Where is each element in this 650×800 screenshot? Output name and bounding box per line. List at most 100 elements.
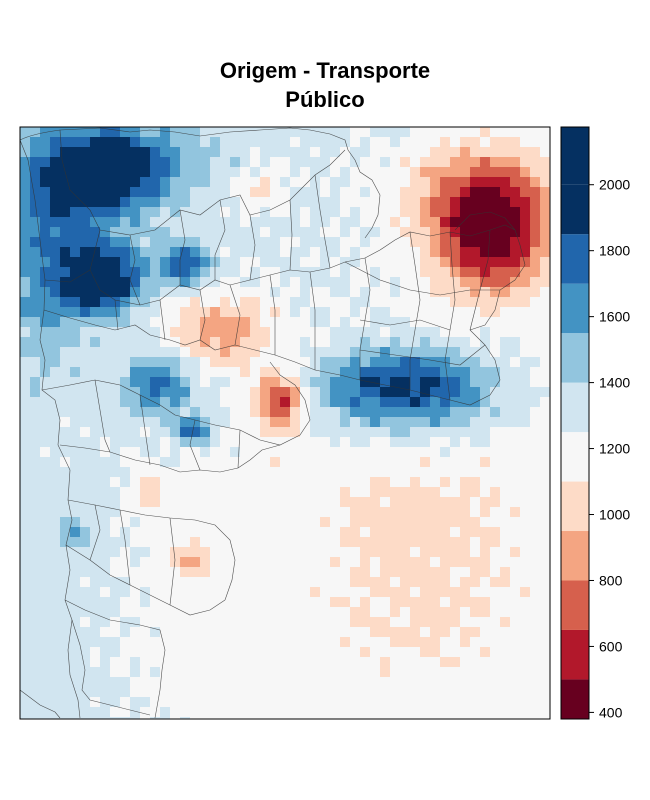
heatmap-cell — [380, 397, 390, 407]
heatmap-cell — [370, 187, 380, 197]
heatmap-cell — [530, 597, 540, 607]
heatmap-cell — [270, 467, 280, 477]
heatmap-cell — [350, 337, 360, 347]
heatmap-cell — [440, 447, 450, 457]
heatmap-cell — [220, 387, 230, 397]
heatmap-cell — [410, 517, 420, 527]
heatmap-cell — [370, 687, 380, 697]
heatmap-cell — [350, 547, 360, 557]
heatmap-cell — [350, 127, 360, 137]
heatmap-cell — [130, 637, 140, 647]
heatmap-cell — [510, 497, 520, 507]
heatmap-cell — [160, 467, 170, 477]
heatmap-cell — [260, 347, 270, 357]
heatmap-cell — [380, 437, 390, 447]
heatmap-cell — [510, 547, 520, 557]
heatmap-cell — [420, 577, 430, 587]
heatmap-cell — [290, 457, 300, 467]
heatmap-cell — [260, 477, 270, 487]
heatmap-cell — [490, 427, 500, 437]
heatmap-cell — [300, 667, 310, 677]
heatmap-cell — [180, 247, 190, 257]
heatmap-cell — [460, 587, 470, 597]
colorbar-segment — [561, 580, 589, 630]
heatmap-cell — [250, 487, 260, 497]
heatmap-cell — [280, 497, 290, 507]
heatmap-cell — [540, 397, 550, 407]
heatmap-cell — [320, 397, 330, 407]
heatmap-cell — [80, 497, 90, 507]
heatmap-cell — [330, 367, 340, 377]
heatmap-cell — [70, 377, 80, 387]
heatmap-cell — [190, 697, 200, 707]
heatmap-cell — [330, 127, 340, 137]
heatmap-cell — [370, 457, 380, 467]
heatmap-cell — [190, 137, 200, 147]
heatmap-cell — [110, 157, 120, 167]
heatmap-cell — [270, 397, 280, 407]
heatmap-cell — [280, 527, 290, 537]
heatmap-cell — [170, 277, 180, 287]
heatmap-cell — [170, 447, 180, 457]
heatmap-cell — [120, 157, 130, 167]
heatmap-cell — [80, 587, 90, 597]
heatmap-cell — [280, 567, 290, 577]
heatmap-cell — [460, 277, 470, 287]
heatmap-cell — [380, 257, 390, 267]
heatmap-cell — [500, 367, 510, 377]
heatmap-cell — [120, 567, 130, 577]
heatmap-cell — [350, 427, 360, 437]
heatmap-cell — [350, 197, 360, 207]
heatmap-cell — [80, 447, 90, 457]
heatmap-cell — [270, 237, 280, 247]
heatmap-cell — [440, 387, 450, 397]
heatmap-cell — [480, 307, 490, 317]
heatmap-cell — [150, 497, 160, 507]
heatmap-cell — [470, 537, 480, 547]
heatmap-cell — [200, 257, 210, 267]
heatmap-cell — [400, 277, 410, 287]
heatmap-cell — [60, 187, 70, 197]
heatmap-cell — [350, 187, 360, 197]
heatmap-cell — [130, 377, 140, 387]
heatmap-cell — [140, 217, 150, 227]
heatmap-cell — [310, 697, 320, 707]
heatmap-cell — [510, 447, 520, 457]
heatmap-cell — [300, 277, 310, 287]
heatmap-cell — [360, 357, 370, 367]
heatmap-cell — [20, 467, 30, 477]
heatmap-cell — [70, 287, 80, 297]
heatmap-cell — [460, 497, 470, 507]
heatmap-cell — [200, 327, 210, 337]
heatmap-cell — [60, 157, 70, 167]
heatmap-cell — [310, 677, 320, 687]
heatmap-cell — [320, 537, 330, 547]
heatmap-cell — [420, 227, 430, 237]
heatmap-cell — [130, 487, 140, 497]
heatmap-cell — [150, 337, 160, 347]
heatmap-cell — [60, 207, 70, 217]
heatmap-cell — [60, 427, 70, 437]
heatmap-cell — [450, 537, 460, 547]
heatmap-cell — [200, 177, 210, 187]
heatmap-cell — [90, 377, 100, 387]
heatmap-cell — [350, 587, 360, 597]
heatmap-cell — [500, 587, 510, 597]
heatmap-cell — [300, 407, 310, 417]
heatmap-cell — [90, 317, 100, 327]
heatmap-cell — [180, 177, 190, 187]
heatmap-cell — [410, 717, 420, 719]
heatmap-cell — [250, 607, 260, 617]
heatmap-cell — [440, 397, 450, 407]
heatmap-cell — [450, 427, 460, 437]
border — [359, 229, 491, 401]
heatmap-cell — [50, 687, 60, 697]
heatmap-cell — [220, 357, 230, 367]
heatmap-cell — [40, 407, 50, 417]
heatmap-cell — [20, 347, 30, 357]
heatmap-cell — [460, 657, 470, 667]
heatmap-cell — [60, 637, 70, 647]
heatmap-cell — [320, 137, 330, 147]
heatmap-cell — [100, 387, 110, 397]
